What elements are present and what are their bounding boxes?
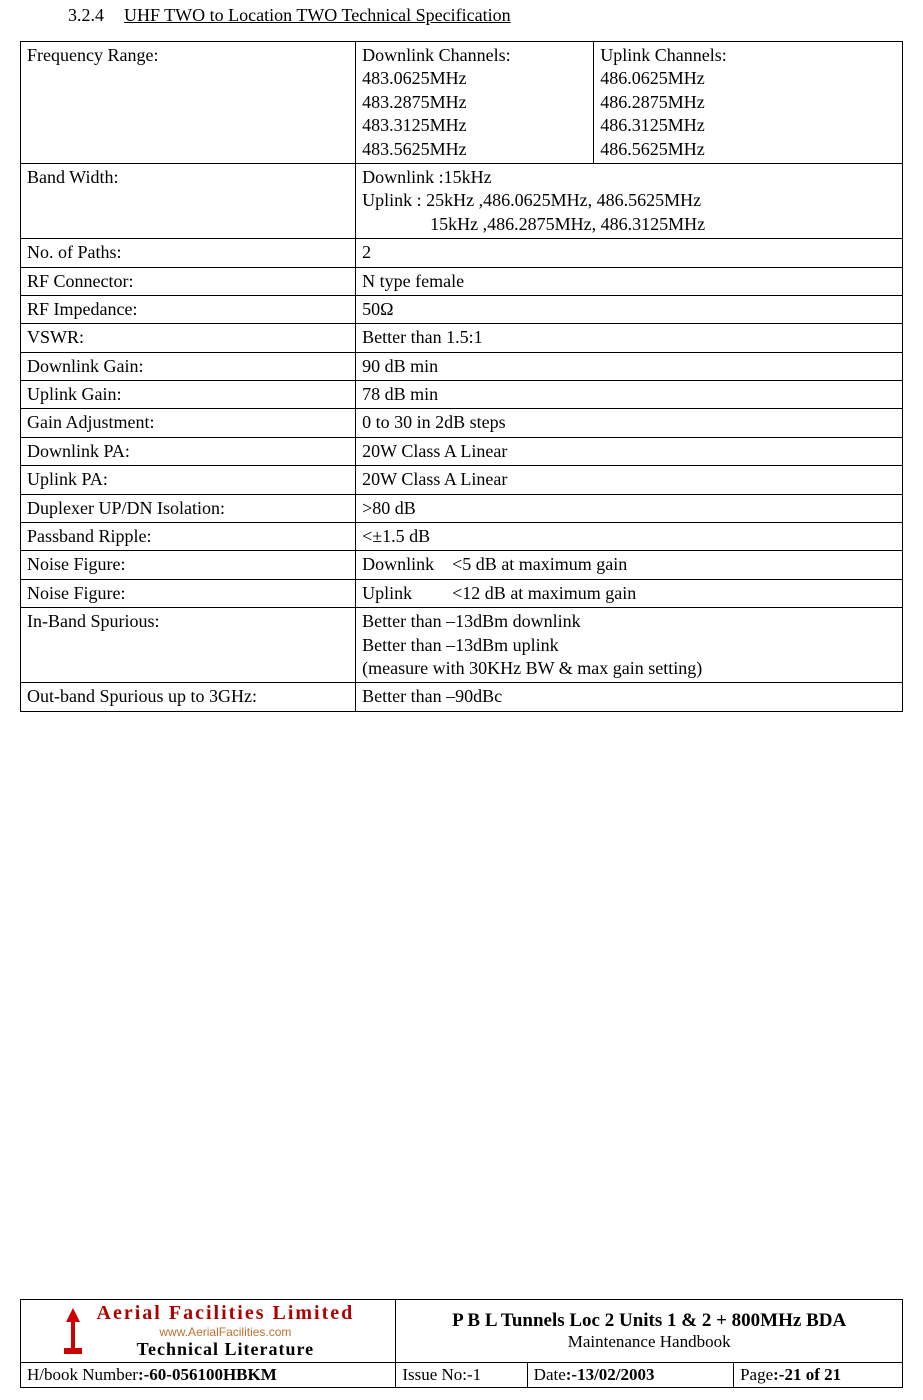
cell-value: 78 dB min [356,381,903,409]
table-row: Uplink PA:20W Class A Linear [21,466,903,494]
doc-title-cell: P B L Tunnels Loc 2 Units 1 & 2 + 800MHz… [396,1300,903,1363]
table-row: Gain Adjustment:0 to 30 in 2dB steps [21,409,903,437]
cell-value: Better than –90dBc [356,683,903,711]
cell-value: Uplink Channels: 486.0625MHz 486.2875MHz… [594,42,903,164]
cell-label: Noise Figure: [21,551,356,579]
table-row: Duplexer UP/DN Isolation:>80 dB [21,494,903,522]
table-row: No. of Paths:2 [21,239,903,267]
cell-label: Uplink Gain: [21,381,356,409]
cell-value: 50Ω [356,295,903,323]
cell-label: Noise Figure: [21,579,356,607]
cell-label: Passband Ripple: [21,523,356,551]
table-row: RF Impedance:50Ω [21,295,903,323]
cell-label: No. of Paths: [21,239,356,267]
doc-title: P B L Tunnels Loc 2 Units 1 & 2 + 800MHz… [402,1310,896,1332]
cell-value: Better than 1.5:1 [356,324,903,352]
cell-value: 20W Class A Linear [356,466,903,494]
cell-label: Gain Adjustment: [21,409,356,437]
cell-label: Band Width: [21,163,356,238]
page-cell: Page:-21 of 21 [734,1363,903,1388]
cell-label: Frequency Range: [21,42,356,164]
cell-value: 2 [356,239,903,267]
cell-value: Better than –13dBm downlink Better than … [356,608,903,683]
table-row: In-Band Spurious: Better than –13dBm dow… [21,608,903,683]
section-heading: 3.2.4 UHF TWO to Location TWO Technical S… [20,0,903,41]
table-row: Frequency Range: Downlink Channels: 483.… [21,42,903,164]
cell-value: 90 dB min [356,352,903,380]
spec-table: Frequency Range: Downlink Channels: 483.… [20,41,903,712]
cell-label: Downlink PA: [21,437,356,465]
issue-cell: Issue No:-1 [396,1363,527,1388]
cell-value: >80 dB [356,494,903,522]
footer-table: Aerial Facilities Limited www.AerialFaci… [20,1299,903,1388]
cell-value: Downlink :15kHz Uplink : 25kHz ,486.0625… [356,163,903,238]
table-row: Out-band Spurious up to 3GHz:Better than… [21,683,903,711]
table-row: VSWR:Better than 1.5:1 [21,324,903,352]
section-title: UHF TWO to Location TWO Technical Specif… [124,5,511,25]
doc-subtitle: Maintenance Handbook [402,1332,896,1352]
cell-value: 20W Class A Linear [356,437,903,465]
cell-value: Downlink<5 dB at maximum gain [356,551,903,579]
table-row: RF Connector:N type female [21,267,903,295]
logo-subtitle: Technical Literature [97,1339,355,1360]
cell-value: <±1.5 dB [356,523,903,551]
table-row: Passband Ripple:<±1.5 dB [21,523,903,551]
logo-cell: Aerial Facilities Limited www.AerialFaci… [21,1300,396,1363]
logo-company: Aerial Facilities Limited [97,1302,355,1325]
section-number: 3.2.4 [68,5,104,26]
cell-label: Out-band Spurious up to 3GHz: [21,683,356,711]
cell-label: RF Impedance: [21,295,356,323]
cell-label: RF Connector: [21,267,356,295]
hbook-cell: H/book Number:-60-056100HBKM [21,1363,396,1388]
cell-label: VSWR: [21,324,356,352]
cell-label: Downlink Gain: [21,352,356,380]
cell-label: Uplink PA: [21,466,356,494]
table-row: Downlink PA:20W Class A Linear [21,437,903,465]
table-row: Noise Figure: Uplink<12 dB at maximum ga… [21,579,903,607]
table-row: Noise Figure: Downlink<5 dB at maximum g… [21,551,903,579]
table-row: Band Width: Downlink :15kHz Uplink : 25k… [21,163,903,238]
cell-value: Downlink Channels: 483.0625MHz 483.2875M… [356,42,594,164]
cell-label: Duplexer UP/DN Isolation: [21,494,356,522]
page-footer: Aerial Facilities Limited www.AerialFaci… [20,1299,903,1388]
cell-value: Uplink<12 dB at maximum gain [356,579,903,607]
date-cell: Date:-13/02/2003 [527,1363,733,1388]
cell-value: 0 to 30 in 2dB steps [356,409,903,437]
table-row: Downlink Gain:90 dB min [21,352,903,380]
cell-value: N type female [356,267,903,295]
logo-url: www.AerialFacilities.com [97,1325,355,1339]
cell-label: In-Band Spurious: [21,608,356,683]
table-row: Uplink Gain:78 dB min [21,381,903,409]
antenna-icon [62,1306,84,1356]
